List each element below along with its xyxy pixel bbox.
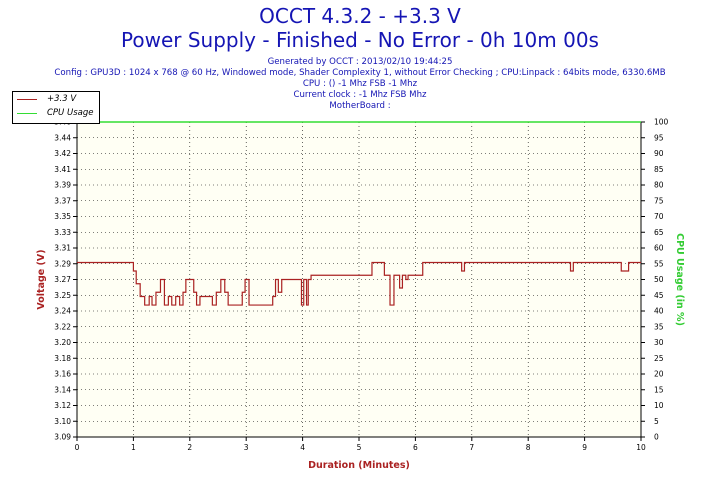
y2-tick-label: 100 [654,118,669,127]
y2-tick-label: 30 [654,338,664,347]
y2-tick-label: 35 [654,322,664,331]
cpu-info: CPU : () -1 Mhz FSB -1 Mhz [302,79,418,89]
y-tick-label: 3.29 [54,259,71,268]
chart-title: OCCT 4.3.2 - +3.3 V [259,4,461,28]
series-line-voltage [77,261,641,306]
y-tick-label: 3.33 [54,228,71,237]
y2-tick-label: 10 [654,401,664,410]
y-tick-label: 3.14 [54,385,71,394]
legend: +3.3 V CPU Usage [12,91,100,124]
legend-swatch-cpu [17,113,37,114]
x-axis-title: Duration (Minutes) [308,460,410,471]
x-tick-label: 7 [469,443,474,452]
y2-tick-label: 50 [654,275,664,284]
clock-info: Current clock : -1 Mhz FSB Mhz [293,90,427,100]
y2-tick-label: 75 [654,196,664,205]
y2-tick-label: 15 [654,385,664,394]
y2-tick-label: 80 [654,181,664,190]
y-tick-label: 3.27 [54,275,71,284]
y-tick-label: 3.35 [54,212,71,221]
y2-axis-title: CPU Usage (in %) [674,233,685,326]
y2-tick-label: 0 [654,433,659,442]
y2-tick-label: 95 [654,133,664,142]
y-tick-label: 3.10 [54,417,71,426]
legend-label-cpu: CPU Usage [47,108,94,118]
motherboard-info: MotherBoard : [329,101,391,111]
x-tick-label: 6 [413,443,418,452]
y2-tick-label: 45 [654,291,664,300]
x-tick-label: 0 [75,443,80,452]
legend-swatch-voltage [17,99,37,100]
y-tick-label: 3.39 [54,181,71,190]
y2-tick-label: 60 [654,244,664,253]
y2-tick-label: 85 [654,165,664,174]
generated-info: Generated by OCCT : 2013/02/10 19:44:25 [267,57,453,67]
y-axis-title: Voltage (V) [36,249,47,309]
y-tick-label: 3.24 [54,307,71,316]
y-tick-label: 3.41 [54,165,71,174]
y2-tick-label: 5 [654,417,659,426]
y-tick-label: 3.31 [54,244,71,253]
y-tick-label: 3.44 [54,133,71,142]
y-tick-label: 3.42 [54,149,71,158]
y2-tick-label: 55 [654,259,664,268]
y2-tick-label: 90 [654,149,664,158]
y2-tick-label: 70 [654,212,664,221]
y-tick-label: 3.12 [54,401,71,410]
y-tick-label: 3.09 [54,433,71,442]
x-tick-label: 1 [131,443,136,452]
y-tick-label: 3.37 [54,196,71,205]
x-tick-label: 3 [244,443,249,452]
x-tick-label: 10 [636,443,646,452]
y2-tick-label: 25 [654,354,664,363]
x-tick-label: 2 [187,443,192,452]
x-tick-label: 4 [300,443,305,452]
y2-tick-label: 20 [654,370,664,379]
legend-label-voltage: +3.3 V [47,94,77,104]
x-tick-label: 8 [526,443,531,452]
x-tick-label: 9 [582,443,587,452]
y-tick-label: 3.20 [54,338,71,347]
x-tick-label: 5 [357,443,362,452]
y-tick-label: 3.25 [54,291,71,300]
y2-tick-label: 40 [654,307,664,316]
config-info: Config : GPU3D : 1024 x 768 @ 60 Hz, Win… [54,68,666,78]
chart-subtitle: Power Supply - Finished - No Error - 0h … [121,28,599,52]
y-tick-label: 3.16 [54,370,71,379]
y2-tick-label: 65 [654,228,664,237]
y-tick-label: 3.22 [54,322,71,331]
y-tick-label: 3.18 [54,354,71,363]
